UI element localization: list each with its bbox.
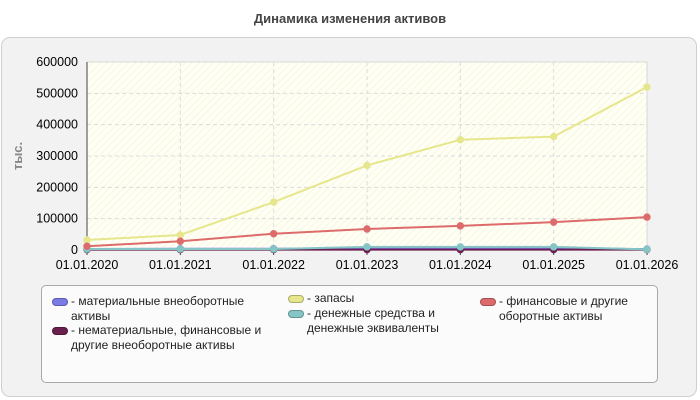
legend: - материальные внеоборотные активы - нем… — [41, 285, 658, 383]
y-tick-label: 400000 — [36, 118, 78, 132]
data-point — [176, 231, 185, 239]
legend-swatch — [288, 295, 304, 303]
legend-swatch — [288, 310, 304, 318]
data-point — [549, 243, 558, 251]
data-point — [456, 136, 465, 144]
data-point — [363, 225, 371, 233]
data-point — [269, 230, 278, 238]
y-tick-label: 600000 — [36, 55, 78, 69]
series-3 — [83, 243, 651, 254]
data-point — [176, 245, 185, 253]
x-tick-label: 01.01.2026 — [616, 258, 679, 272]
data-point — [643, 213, 651, 221]
y-tick-label: 0 — [71, 243, 78, 257]
legend-label: - материальные внеоборотные активы — [71, 294, 244, 323]
x-tick-label: 01.01.2024 — [429, 258, 492, 272]
data-point — [643, 245, 651, 254]
legend-label: - нематериальные, финансовые и другие вн… — [71, 323, 262, 352]
data-point — [269, 198, 278, 206]
legend-item-tangible-noncurrent: - материальные внеоборотные активы — [52, 294, 277, 324]
legend-label: - денежные средства и денежные эквивален… — [307, 306, 439, 335]
series-2 — [83, 83, 651, 244]
data-point — [456, 243, 465, 251]
legend-item-cash: - денежные средства и денежные эквивален… — [288, 306, 468, 336]
data-point — [269, 245, 278, 253]
tick-labels: 0 100000 200000 300000 400000 500000 600000 01.… — [36, 55, 678, 272]
chart-title: Динамика изменения активов — [253, 11, 447, 26]
data-point — [643, 83, 651, 91]
series-lines — [83, 83, 651, 254]
data-point — [83, 242, 91, 250]
y-tick-label: 300000 — [36, 149, 78, 163]
grid-lines — [87, 61, 647, 250]
y-axis-label: тыс. — [10, 142, 25, 170]
series-4 — [83, 213, 651, 250]
data-point — [83, 236, 91, 244]
y-tick-label: 500000 — [36, 86, 78, 100]
data-point — [549, 218, 558, 226]
legend-label: - запасы — [307, 291, 355, 305]
data-point — [363, 161, 371, 170]
y-tick-label: 200000 — [36, 180, 78, 194]
legend-item-intangible-noncurrent: - нематериальные, финансовые и другие вн… — [52, 323, 277, 353]
legend-label: - финансовые и другие оборотные активы — [499, 294, 628, 323]
y-tick-label: 100000 — [36, 212, 78, 226]
data-point — [363, 243, 371, 251]
data-point — [456, 222, 465, 230]
legend-swatch — [52, 298, 68, 306]
x-tick-label: 01.01.2021 — [149, 258, 212, 272]
x-tick-label: 01.01.2020 — [56, 258, 119, 272]
x-tick-label: 01.01.2022 — [242, 258, 305, 272]
data-point — [549, 132, 558, 141]
x-tick-label: 01.01.2023 — [336, 258, 399, 272]
legend-swatch — [52, 327, 68, 335]
x-tick-label: 01.01.2025 — [522, 258, 585, 272]
legend-item-inventory: - запасы — [288, 291, 468, 306]
legend-item-current-financial: - финансовые и другие оборотные активы — [480, 294, 650, 324]
data-point — [176, 237, 185, 245]
legend-swatch — [480, 298, 496, 306]
